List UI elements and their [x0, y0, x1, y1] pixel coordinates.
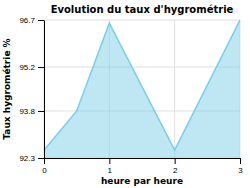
title: Evolution du taux d'hygrométrie	[51, 4, 234, 15]
tick: 96.7	[19, 16, 44, 25]
grid-line	[44, 67, 240, 68]
chart: 0 1 2 3 92.3 93.8 95.2 96.7 Evolution du taux d'…	[0, 0, 250, 188]
tick-mark	[240, 158, 241, 164]
tick-label: 93.8	[19, 107, 35, 116]
axis-line	[44, 21, 45, 159]
tick-mark	[38, 158, 44, 159]
line	[44, 20, 240, 150]
y-axis-title: Taux hygrométrie %	[2, 38, 12, 139]
plot: 0 1 2 3 92.3 93.8 95.2 96.7	[19, 16, 243, 175]
x-axis-title: heure par heure	[101, 176, 183, 186]
area	[44, 20, 240, 158]
tick-label: 2	[173, 166, 178, 175]
tick-label: 1	[108, 166, 113, 175]
tick: 92.3	[19, 154, 44, 163]
grid-line	[44, 20, 45, 158]
grid-line	[44, 20, 240, 21]
tick-label: 0	[42, 166, 47, 175]
tick-label: 96.7	[19, 16, 35, 25]
tick: 0	[42, 158, 47, 175]
tick-mark	[38, 111, 44, 112]
x-axis: 0 1 2 3	[42, 158, 243, 175]
tick-mark	[109, 158, 110, 164]
tick: 2	[173, 158, 178, 175]
tick-label: 95.2	[19, 63, 35, 72]
tick: 93.8	[19, 107, 44, 116]
grid	[44, 20, 240, 158]
tick-mark	[44, 158, 45, 164]
tick-mark	[38, 20, 44, 21]
y-axis: 92.3 93.8 95.2 96.7	[19, 16, 44, 163]
tick: 3	[238, 158, 243, 175]
tick-label: 92.3	[19, 154, 35, 163]
grid-line	[174, 20, 175, 158]
tick: 1	[108, 158, 113, 175]
tick: 95.2	[19, 63, 44, 72]
marks	[44, 20, 240, 158]
axis-line	[45, 158, 241, 159]
tick-label: 3	[238, 166, 243, 175]
tick-mark	[38, 67, 44, 68]
tick-mark	[175, 158, 176, 164]
